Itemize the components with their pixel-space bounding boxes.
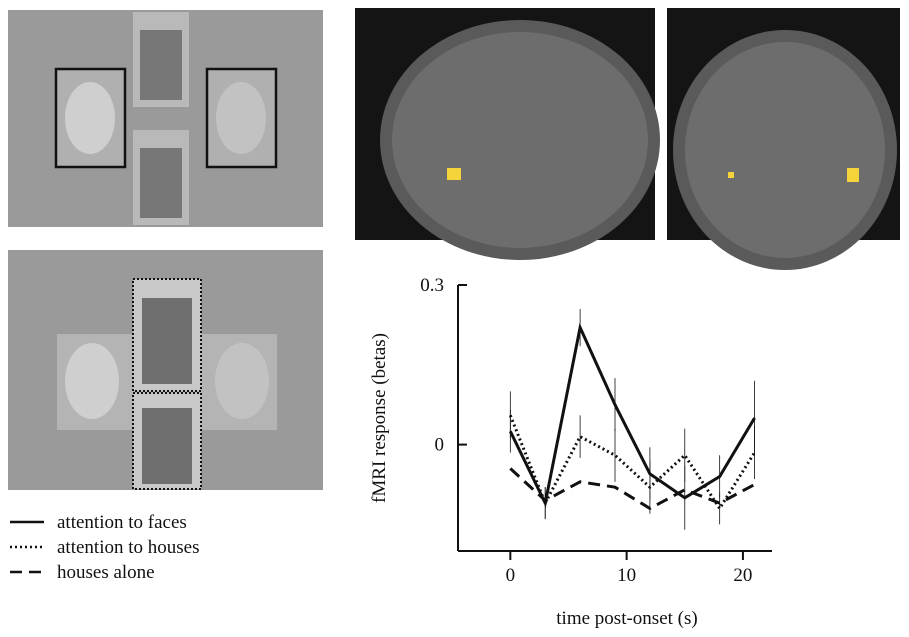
brain-sagittal [355,8,660,260]
y-tick-label: 0 [435,435,445,456]
x-axis-label: time post-onset (s) [556,608,697,629]
x-tick-label: 20 [733,565,752,586]
series-line [508,322,756,508]
brain-coronal [667,8,900,270]
y-tick-label: 0.3 [420,275,444,296]
legend-label: attention to houses [57,537,199,558]
stimulus-attend-houses [8,250,323,490]
x-tick-label: 0 [506,565,516,586]
series-line [509,467,756,511]
stimulus-attend-faces [8,10,323,227]
legend-label: houses alone [57,562,155,583]
line-chart: 0 0.3 0 10 20 [420,275,772,586]
x-tick-label: 10 [617,565,636,586]
y-axis-label: fMRI response (betas) [369,333,390,503]
legend: attention to faces attention to houses hou… [10,512,199,583]
legend-label: attention to faces [57,512,187,533]
